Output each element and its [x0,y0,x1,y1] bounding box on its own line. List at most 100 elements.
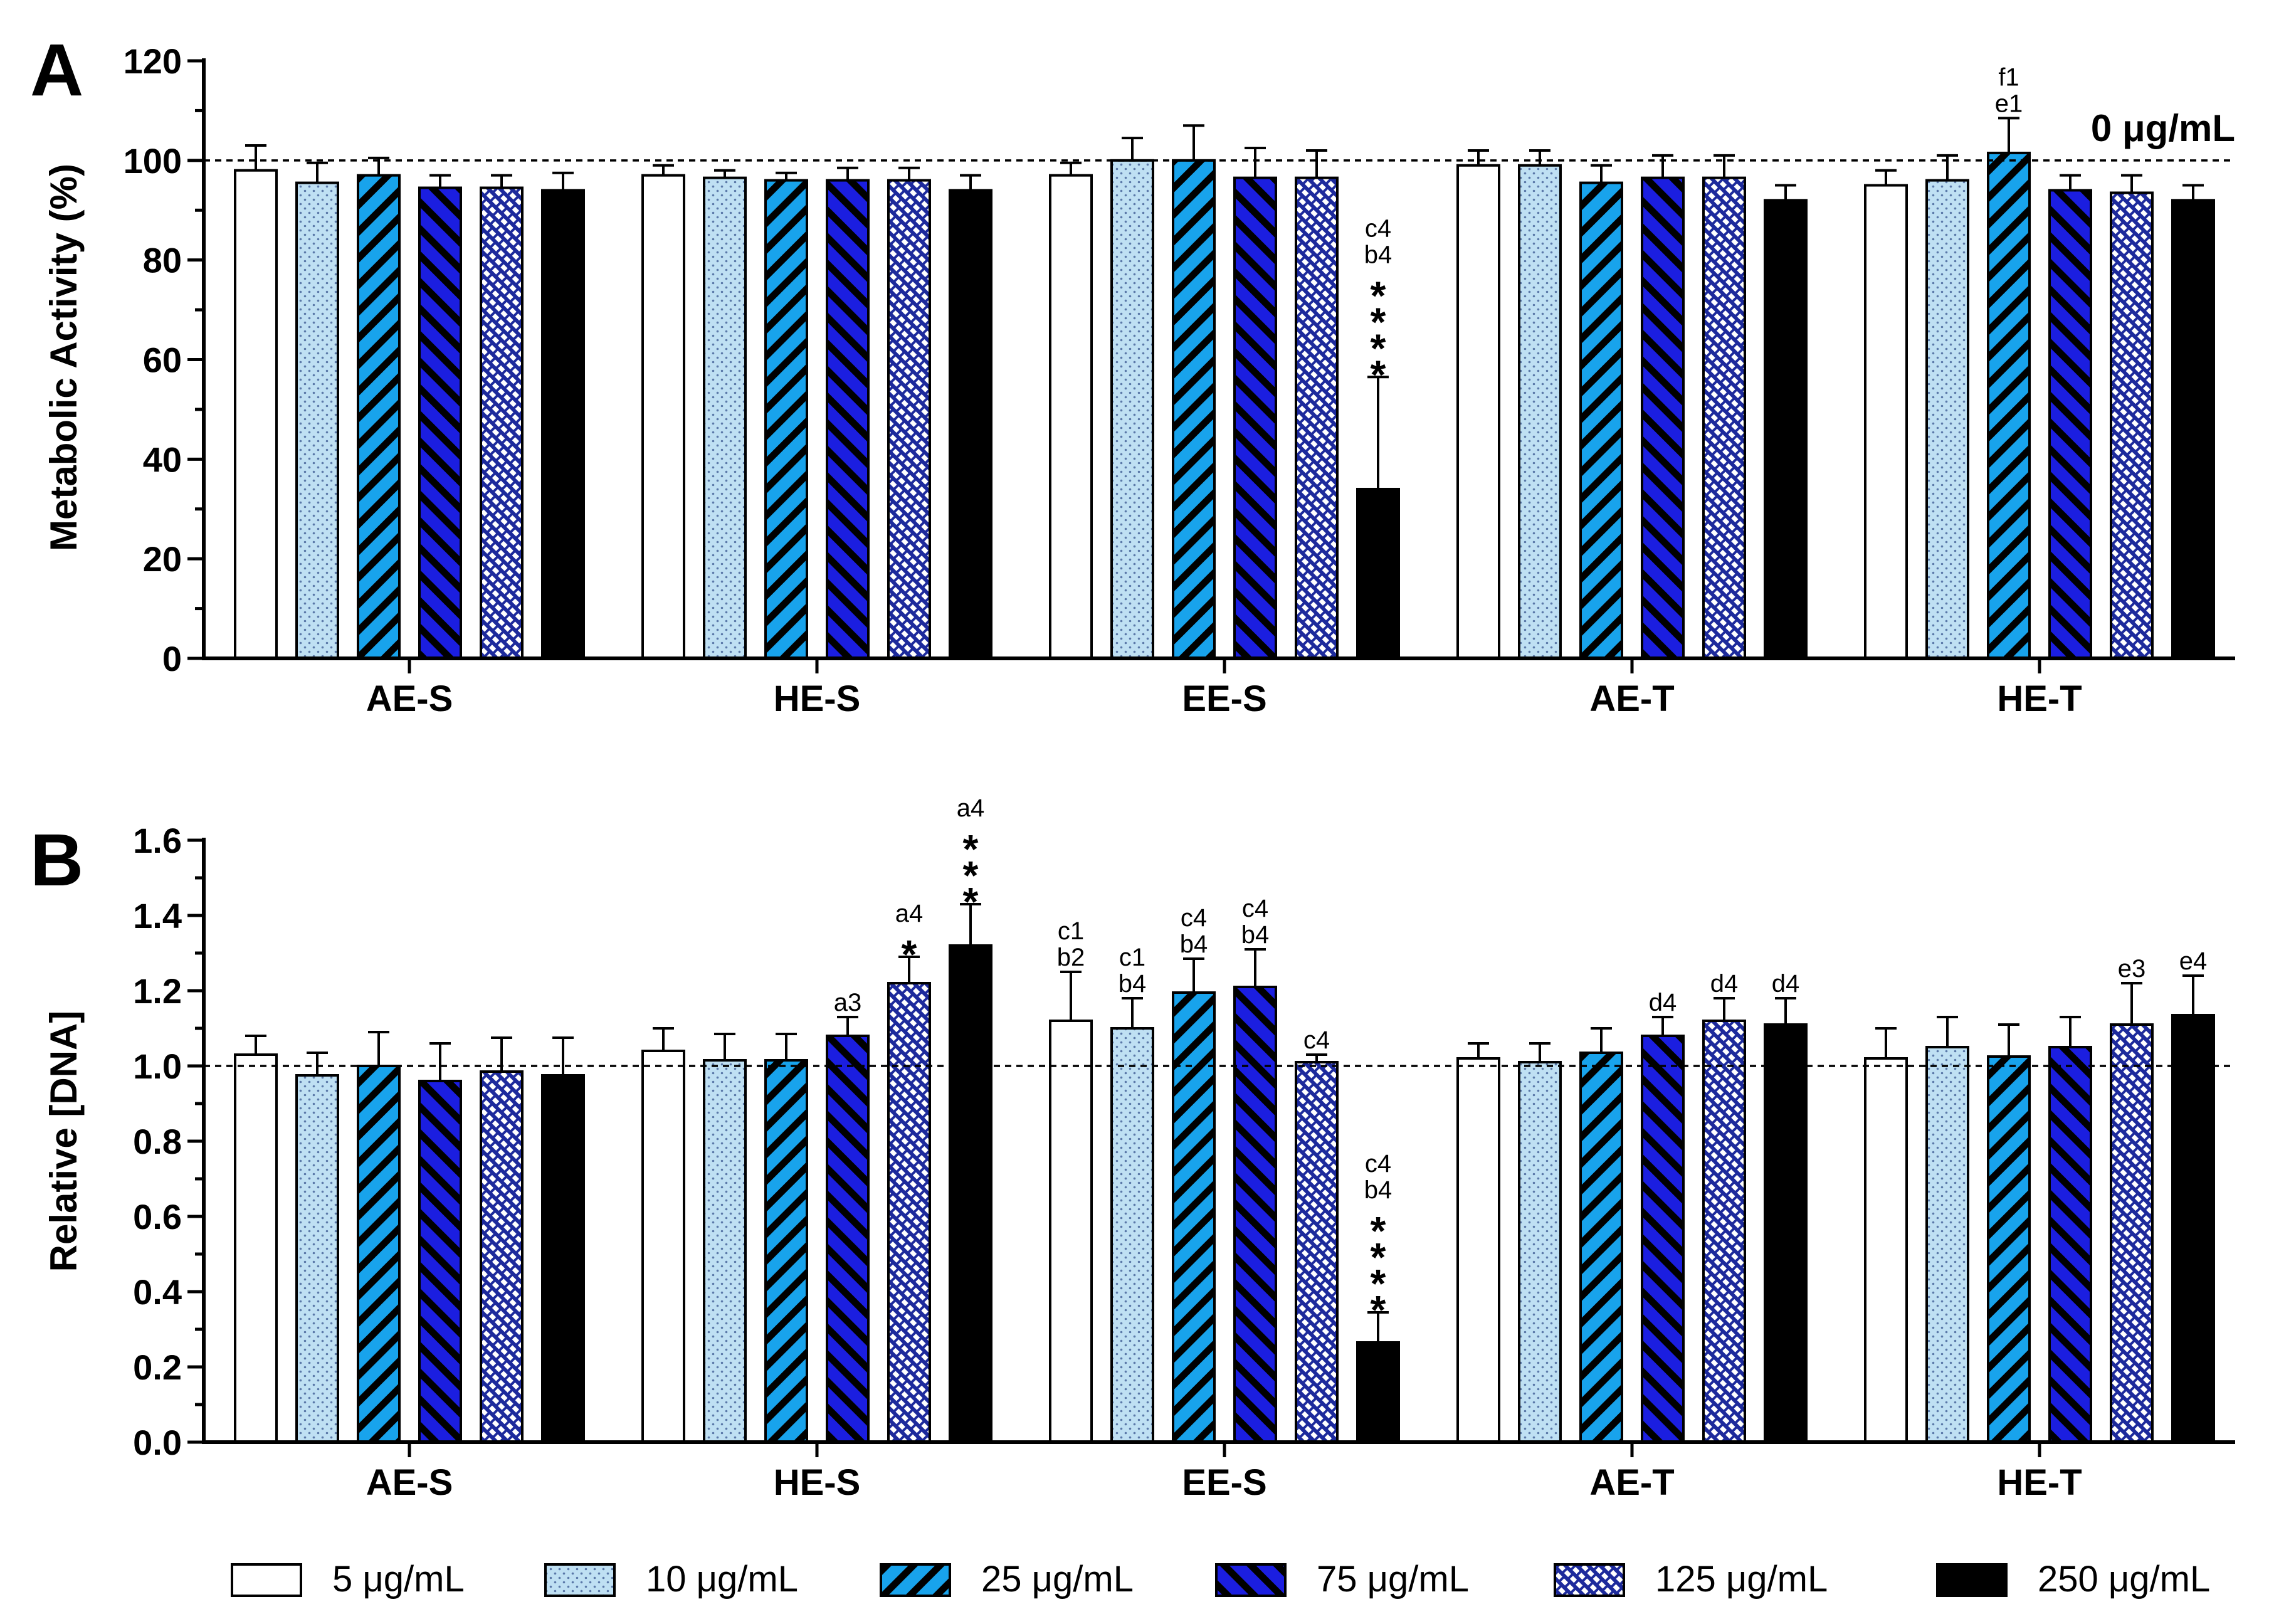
panel-a-bar-he-s-25-g-ml [764,179,808,660]
panel-a-bar-he-t-125-g-ml [2110,191,2154,660]
panel-b-bar-ae-t-250-g-ml [1764,1023,1808,1443]
panel-b-bar-he-s-125-g-ml [887,982,931,1443]
panel-a-annotation-label: f1 [1998,63,2019,91]
panel-b-bar-he-s-25-g-ml [764,1059,808,1443]
panel-a-annotation-label: c4 [1365,214,1391,242]
panel-a-bar-he-s-250-g-ml [949,189,992,660]
panel-b-bar-he-s-10-g-ml [703,1059,747,1443]
panel-a-y-tick-label: 40 [143,440,182,479]
panel-b-x-tick-label-he-t: HE-T [1997,1462,2082,1503]
legend-label-25-g-ml: 25 μg/mL [981,1559,1134,1600]
panel-a-bar-he-s-125-g-ml [887,179,931,660]
panel-b-annotation-label: c4 [1242,895,1268,922]
panel-a-bar-he-t-25-g-ml [1987,151,2031,660]
panel-b-bar-ae-t-125-g-ml [1702,1020,1746,1443]
panel-a-x-axis: AE-S HE-S EE-S AE-T HE-T [202,656,2235,719]
panel-a-bar-ee-s-250-g-ml [1356,487,1400,660]
panel-a-bar-ae-s-25-g-ml [357,174,401,660]
panel-a-bars [234,151,2215,660]
panel-a-bar-he-t-250-g-ml [2171,199,2215,660]
panel-b-bar-he-t-5-g-ml [1864,1057,1908,1443]
panel-b-bar-ee-s-125-g-ml [1295,1061,1339,1443]
panel-a-bar-ae-t-125-g-ml [1702,176,1746,660]
panel-b-bar-he-t-25-g-ml [1987,1055,2031,1443]
panel-b-annotation-star: * [963,826,979,872]
panel-a-bar-he-s-5-g-ml [641,174,685,660]
panel-b-annotation-label: a4 [895,900,924,927]
panel-a-reference-label: 0 μg/mL [2091,107,2235,149]
panel-b-annotation-star: * [1371,1235,1386,1280]
panel-b-letter: B [30,819,83,902]
panel-a-x-tick-label-he-t: HE-T [1997,678,2082,719]
panel-b-y-tick-label: 0.0 [133,1423,182,1462]
legend-swatch-5-g-ml [231,1563,302,1597]
panel-a-y-tick-label: 0 [162,639,182,678]
panel-a-bar-ee-s-125-g-ml [1295,176,1339,660]
panel-a-annotation-star: * [1371,352,1386,397]
panel-a-bar-ae-s-10-g-ml [295,181,339,660]
panel-a-bar-ee-s-5-g-ml [1049,174,1093,660]
panel-b-x-tick-label-ae-t: AE-T [1589,1462,1674,1503]
panel-b-bar-he-t-10-g-ml [1925,1046,1969,1443]
panel-a-bar-ae-t-250-g-ml [1764,199,1808,660]
panel-b-y-tick-label: 0.4 [133,1272,182,1312]
panel-b-x-axis: AE-S HE-S EE-S AE-T HE-T [202,1440,2235,1503]
panel-a-annotation-star: * [1371,273,1386,318]
panel-a-x-tick-label-ae-s: AE-S [366,678,453,719]
panel-b-bar-ee-s-250-g-ml [1356,1341,1400,1443]
legend-label-75-g-ml: 75 μg/mL [1317,1559,1469,1600]
panel-b-annotation-label: d4 [1710,970,1739,998]
panel-a-bar-he-t-75-g-ml [2048,189,2092,660]
panel-b-bar-ee-s-75-g-ml [1233,986,1277,1443]
panel-b-x-tick-label-ee-s: EE-S [1182,1462,1266,1503]
panel-b-bar-ae-t-10-g-ml [1518,1061,1562,1443]
panel-b-bar-ee-s-5-g-ml [1049,1020,1093,1443]
panel-b-bars [234,944,2215,1443]
panel-a-x-tick-label-ae-t: AE-T [1589,678,1674,719]
panel-a-y-axis: 0 20 40 60 80 100 120 [124,41,206,678]
panel-b-annotation-label: d4 [1649,989,1677,1016]
panel-a-annotation-star: * [1371,325,1386,371]
legend-swatch-125-g-ml [1554,1563,1625,1597]
panel-b-x-tick-label-he-s: HE-S [774,1462,861,1503]
panel-a-y-tick-label: 20 [143,539,182,579]
panel-b-annotation-star: * [1371,1261,1386,1306]
panel-b-bar-ae-s-5-g-ml [234,1053,278,1443]
panel-a-y-label: Metabolic Activity (%) [43,164,85,551]
panel-b-bar-ae-t-5-g-ml [1456,1057,1500,1443]
panel-b-y-tick-label: 0.8 [133,1122,182,1161]
panel-a-annotation-star: * [1371,299,1386,344]
panel-b-bar-ae-s-10-g-ml [295,1074,339,1443]
panel-a-bar-he-s-75-g-ml [826,179,870,660]
panel-b-errorbars [245,903,2204,1342]
panel-b-bar-he-t-250-g-ml [2171,1014,2215,1443]
legend-swatch-75-g-ml [1215,1563,1287,1597]
panel-a-x-tick-label-he-s: HE-S [774,678,861,719]
panel-b-y-tick-label: 1.2 [133,971,182,1011]
panel-b-annotation-label: d4 [1772,970,1800,998]
panel-b-annotation-star: * [1371,1208,1386,1253]
panel-b-y-axis: 0.0 0.2 0.4 0.6 0.8 1.0 1.2 1.4 1.6 [133,821,206,1462]
legend: 5 μg/mL 10 μg/mL 25 μg/mL 75 μg/mL 125 μg/mL… [231,1559,2210,1600]
panel-b-annotation-label: b4 [1241,921,1270,949]
panel-a-bar-ae-t-10-g-ml [1518,164,1562,660]
panel-b-y-tick-label: 1.4 [133,896,182,936]
panel-a-x-tick-label-ee-s: EE-S [1182,678,1266,719]
panel-a-bar-he-s-10-g-ml [703,176,747,660]
legend-swatch-250-g-ml [1936,1563,2008,1597]
panel-a-bar-ae-t-25-g-ml [1579,181,1623,660]
panel-b-annotation-star: * [963,853,979,898]
legend-label-125-g-ml: 125 μg/mL [1655,1559,1828,1600]
panel-b-x-tick-label-ae-s: AE-S [366,1462,453,1503]
panel-a-annotation-label: e1 [1995,90,2023,117]
panel-b-y-label: Relative [DNA] [43,1011,85,1272]
panel-b-annotation-label: b4 [1119,970,1147,998]
legend-label-5-g-ml: 5 μg/mL [332,1559,465,1600]
panel-a-letter: A [30,29,83,112]
panel-b-bar-ae-s-25-g-ml [357,1065,401,1443]
panel-b-annotation-label: c1 [1119,944,1145,971]
panel-b-annotation-label: c4 [1303,1026,1330,1054]
panel-a-bar-ae-s-125-g-ml [480,186,524,660]
